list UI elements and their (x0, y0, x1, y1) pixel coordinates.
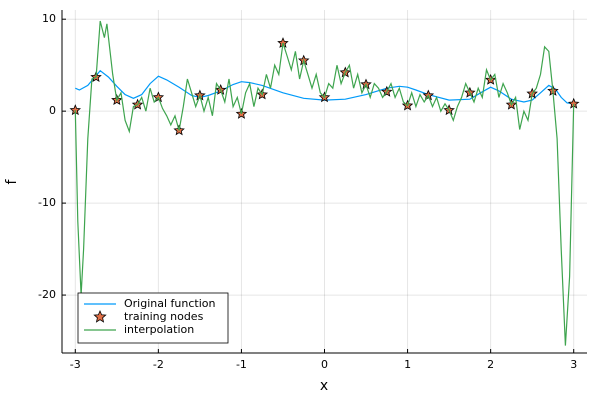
series-line (75, 69, 574, 105)
x-tick-label: -3 (70, 358, 81, 371)
series-line (74, 20, 575, 346)
x-axis-label: x (320, 378, 328, 394)
x-tick-label: -1 (236, 358, 247, 371)
y-tick-label: -20 (38, 288, 56, 301)
legend-marker (93, 309, 107, 323)
x-tick-label: 2 (487, 358, 494, 371)
legend-label: Original function (124, 297, 216, 310)
legend-label: training nodes (124, 310, 204, 323)
legend-label: interpolation (124, 323, 194, 336)
x-tick-label: -2 (153, 358, 164, 371)
x-tick-label: 3 (570, 358, 577, 371)
y-tick-label: 10 (42, 12, 56, 25)
y-axis-label: f (4, 178, 20, 184)
y-tick-label: 0 (49, 104, 56, 117)
x-tick-label: 1 (404, 358, 411, 371)
x-tick-label: 0 (321, 358, 328, 371)
y-tick-label: -10 (38, 196, 56, 209)
